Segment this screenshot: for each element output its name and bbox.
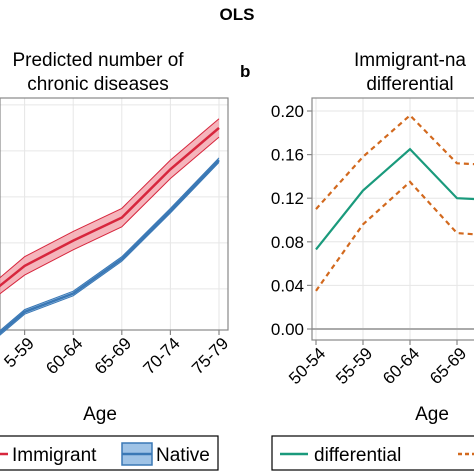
panel-a-x-tick-label: 5-59 xyxy=(0,334,37,371)
series-line-immigrant xyxy=(0,126,220,288)
panel-b-x-ticks: 50-54 55-59 60-64 65-69 xyxy=(285,340,470,388)
band-immigrant xyxy=(0,118,219,294)
panel-b-y-tick-label: 0.04 xyxy=(271,276,304,295)
series-line-ci-upper xyxy=(315,113,474,210)
panel-a-x-tick-label: 70-74 xyxy=(140,334,184,378)
band-lower-native xyxy=(0,162,220,336)
panel-b-x-axis-label: Age xyxy=(415,404,449,425)
panel-b-x-tick-label: 50-54 xyxy=(285,344,329,388)
panel-b-label: b xyxy=(240,62,250,81)
panel-b-y-tick-label: 0.08 xyxy=(271,233,304,252)
panel-b-y-tick-label: 0.16 xyxy=(271,146,304,165)
panel-b-x-tick-label: 60-64 xyxy=(379,344,423,388)
panel-a-x-tick-label: 75-79 xyxy=(188,334,232,378)
figure-title: OLS xyxy=(220,5,255,24)
panel-a-x-tick-label: 65-69 xyxy=(91,334,135,378)
panel-b-y-tick-label: 0.00 xyxy=(271,320,304,339)
panel-a-bands xyxy=(0,118,220,336)
series-line-native xyxy=(0,159,220,335)
panel-a-legend-box xyxy=(0,435,219,471)
panel-b-y-tick-label: 0.12 xyxy=(271,189,304,208)
panel-a-x-ticks: 5-59 60-64 65-69 70-74 75-79 xyxy=(0,330,232,378)
legend-item-immigrant-label: Immigrant xyxy=(12,445,97,466)
panel-b-x-tick-label: 55-59 xyxy=(332,344,376,388)
panel-b-y-ticks: 0.00 0.04 0.08 0.12 0.16 0.20 xyxy=(271,102,312,339)
panel-b-frame xyxy=(311,97,474,341)
band-lower-immigrant xyxy=(0,136,220,295)
panel-a: Predicted number of chronic diseases 5-5… xyxy=(0,50,232,471)
series-line-differential xyxy=(315,147,474,251)
legend-item-differential-label: differential xyxy=(314,445,401,466)
panel-a-frame xyxy=(0,97,229,331)
panel-a-legend: Immigrant Native xyxy=(0,435,219,471)
panel-b-title-line-2: differential xyxy=(366,74,453,95)
panel-b-legend: differential xyxy=(271,435,474,471)
panel-b-y-tick-label: 0.20 xyxy=(271,102,304,121)
panel-a-x-axis-label: Age xyxy=(83,404,117,425)
panel-b-title-line-1: Immigrant-na xyxy=(354,50,466,71)
panel-b-x-tick-label: 65-69 xyxy=(426,344,470,388)
panel-a-title-line-1: Predicted number of xyxy=(12,50,184,71)
panel-a-lines xyxy=(0,126,220,335)
panel-a-grid xyxy=(0,97,229,331)
band-upper-native xyxy=(0,157,220,332)
panel-b-grid xyxy=(311,97,474,341)
panel-b-lines xyxy=(315,113,474,292)
panel-b: b Immigrant-na differential 0.00 0.04 0.08… xyxy=(240,50,474,471)
band-upper-immigrant xyxy=(0,118,220,279)
legend-item-native-label: Native xyxy=(156,445,210,466)
panel-a-x-tick-label: 60-64 xyxy=(42,334,86,378)
panel-a-title-line-2: chronic diseases xyxy=(27,74,169,95)
series-line-ci-lower xyxy=(315,180,474,292)
